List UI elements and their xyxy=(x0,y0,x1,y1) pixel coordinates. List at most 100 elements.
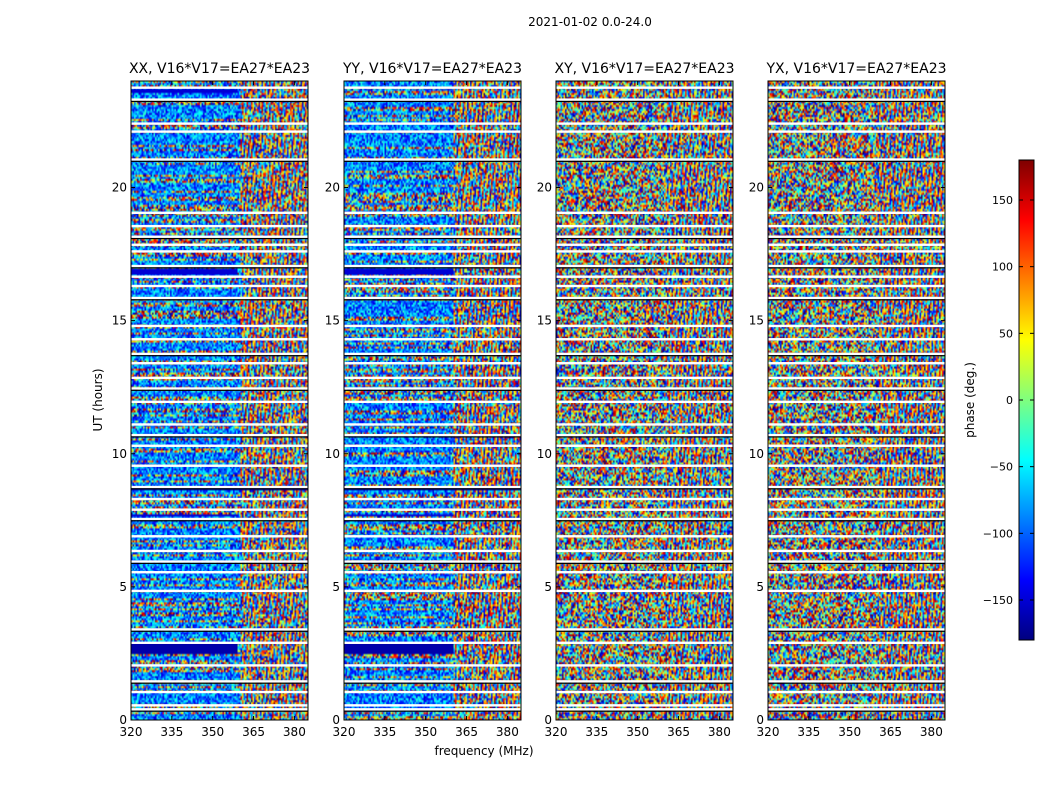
flagged-row xyxy=(556,464,733,467)
flagged-row xyxy=(344,98,521,101)
flagged-row xyxy=(131,86,308,89)
flagged-row xyxy=(556,571,733,574)
flagged-row xyxy=(344,338,521,341)
flagged-row xyxy=(556,560,733,563)
x-tick-label: 320 xyxy=(120,725,143,739)
flagged-row xyxy=(131,708,308,711)
flagged-row xyxy=(768,628,945,631)
flagged-row-edge xyxy=(344,100,521,103)
flagged-row xyxy=(556,211,733,214)
flagged-row xyxy=(131,517,308,521)
flagged-row xyxy=(131,338,308,341)
colorbar: −150 −100 −50 0 50 100 150 xyxy=(983,159,1035,641)
flagged-row xyxy=(556,243,733,246)
flagged-row xyxy=(556,296,733,300)
flagged-row xyxy=(768,549,945,553)
flagged-row xyxy=(556,376,733,380)
colorbar-tick-label: 50 xyxy=(999,327,1013,340)
flagged-row xyxy=(131,535,308,538)
flagged-row xyxy=(556,130,733,133)
panel-frame xyxy=(343,80,522,721)
flagged-row xyxy=(768,376,945,380)
flagged-row xyxy=(556,517,733,521)
y-tick-label: 0 xyxy=(332,713,340,727)
flagged-row xyxy=(131,243,308,246)
flagged-row xyxy=(768,86,945,89)
flagged-row-edge xyxy=(131,562,308,564)
flagged-row-edge xyxy=(768,488,945,490)
flagged-row xyxy=(131,296,308,300)
figure-title: 2021-01-02 0.0-24.0 xyxy=(528,15,652,29)
x-tick-label: 365 xyxy=(455,725,478,739)
flagged-row xyxy=(131,400,308,404)
flagged-row xyxy=(556,485,733,489)
flagged-row-edge xyxy=(131,299,308,301)
y-tick-label: 0 xyxy=(119,713,127,727)
flagged-row xyxy=(344,423,521,426)
flagged-row-edge xyxy=(768,389,945,391)
flagged-row xyxy=(556,284,733,288)
flagged-row-edge xyxy=(131,389,308,391)
flagged-row xyxy=(131,497,308,501)
panel-xx: XX, V16*V17=EA27*EA23 320 335 350 365 380 0 5 10… xyxy=(112,61,310,739)
panel-frame xyxy=(130,80,309,721)
flagged-row-edge xyxy=(344,436,521,438)
flagged-row xyxy=(556,641,733,644)
flagged-row xyxy=(556,338,733,341)
flagged-row xyxy=(344,284,521,288)
flagged-row-edge xyxy=(131,710,308,712)
flagged-row xyxy=(556,549,733,553)
flagged-row-edge xyxy=(344,682,521,684)
flagged-row xyxy=(131,352,308,356)
flagged-row-edge xyxy=(131,630,308,632)
flagged-row xyxy=(344,86,521,89)
flagged-row-edge xyxy=(556,436,733,438)
flagged-row xyxy=(768,508,945,511)
flagged-row-edge xyxy=(131,355,308,357)
flagged-row xyxy=(344,704,521,707)
colorbar-tick-label: −50 xyxy=(990,461,1013,474)
flagged-row-edge xyxy=(768,100,945,103)
x-axis-label: frequency (MHz) xyxy=(434,744,533,758)
flagged-row-edge xyxy=(556,299,733,301)
flagged-row xyxy=(131,549,308,553)
x-tick-label: 350 xyxy=(201,725,224,739)
x-tick-label: 320 xyxy=(333,725,356,739)
flagged-row xyxy=(131,158,308,161)
flagged-row xyxy=(768,158,945,161)
y-tick-label: 20 xyxy=(537,181,552,195)
flagged-row xyxy=(344,122,521,125)
y-tick-label: 15 xyxy=(112,314,127,328)
panel-yy: YY, V16*V17=EA27*EA23 320 335 350 365 380 0 5 10… xyxy=(325,61,522,739)
flagged-row xyxy=(768,211,945,214)
colorbar-tick-label: 150 xyxy=(992,194,1013,207)
flagged-row-edge xyxy=(344,389,521,391)
flagged-row xyxy=(556,628,733,631)
flagged-row-edge xyxy=(344,267,521,269)
flagged-row xyxy=(131,387,308,390)
x-tick-label: 320 xyxy=(757,725,780,739)
flagged-row-edge xyxy=(768,630,945,632)
flagged-row xyxy=(131,508,308,511)
flagged-row xyxy=(344,571,521,574)
flagged-row xyxy=(131,122,308,125)
y-tick-label: 20 xyxy=(112,181,127,195)
y-tick-label: 10 xyxy=(749,447,764,461)
flagged-row-edge xyxy=(131,100,308,103)
flagged-row xyxy=(556,235,733,238)
flagged-row xyxy=(344,560,521,563)
flagged-row xyxy=(768,387,945,390)
flagged-row xyxy=(556,433,733,437)
flagged-row-edge xyxy=(131,520,308,522)
flagged-row-edge xyxy=(344,562,521,564)
flagged-row xyxy=(556,444,733,447)
flagged-row xyxy=(768,708,945,711)
flagged-row xyxy=(344,444,521,447)
flagged-row xyxy=(344,264,521,268)
y-tick-label: 15 xyxy=(749,314,764,328)
flagged-row-edge xyxy=(344,630,521,632)
flagged-row xyxy=(556,352,733,356)
flagged-row xyxy=(344,708,521,711)
flagged-row xyxy=(344,362,521,365)
flagged-row xyxy=(344,535,521,538)
